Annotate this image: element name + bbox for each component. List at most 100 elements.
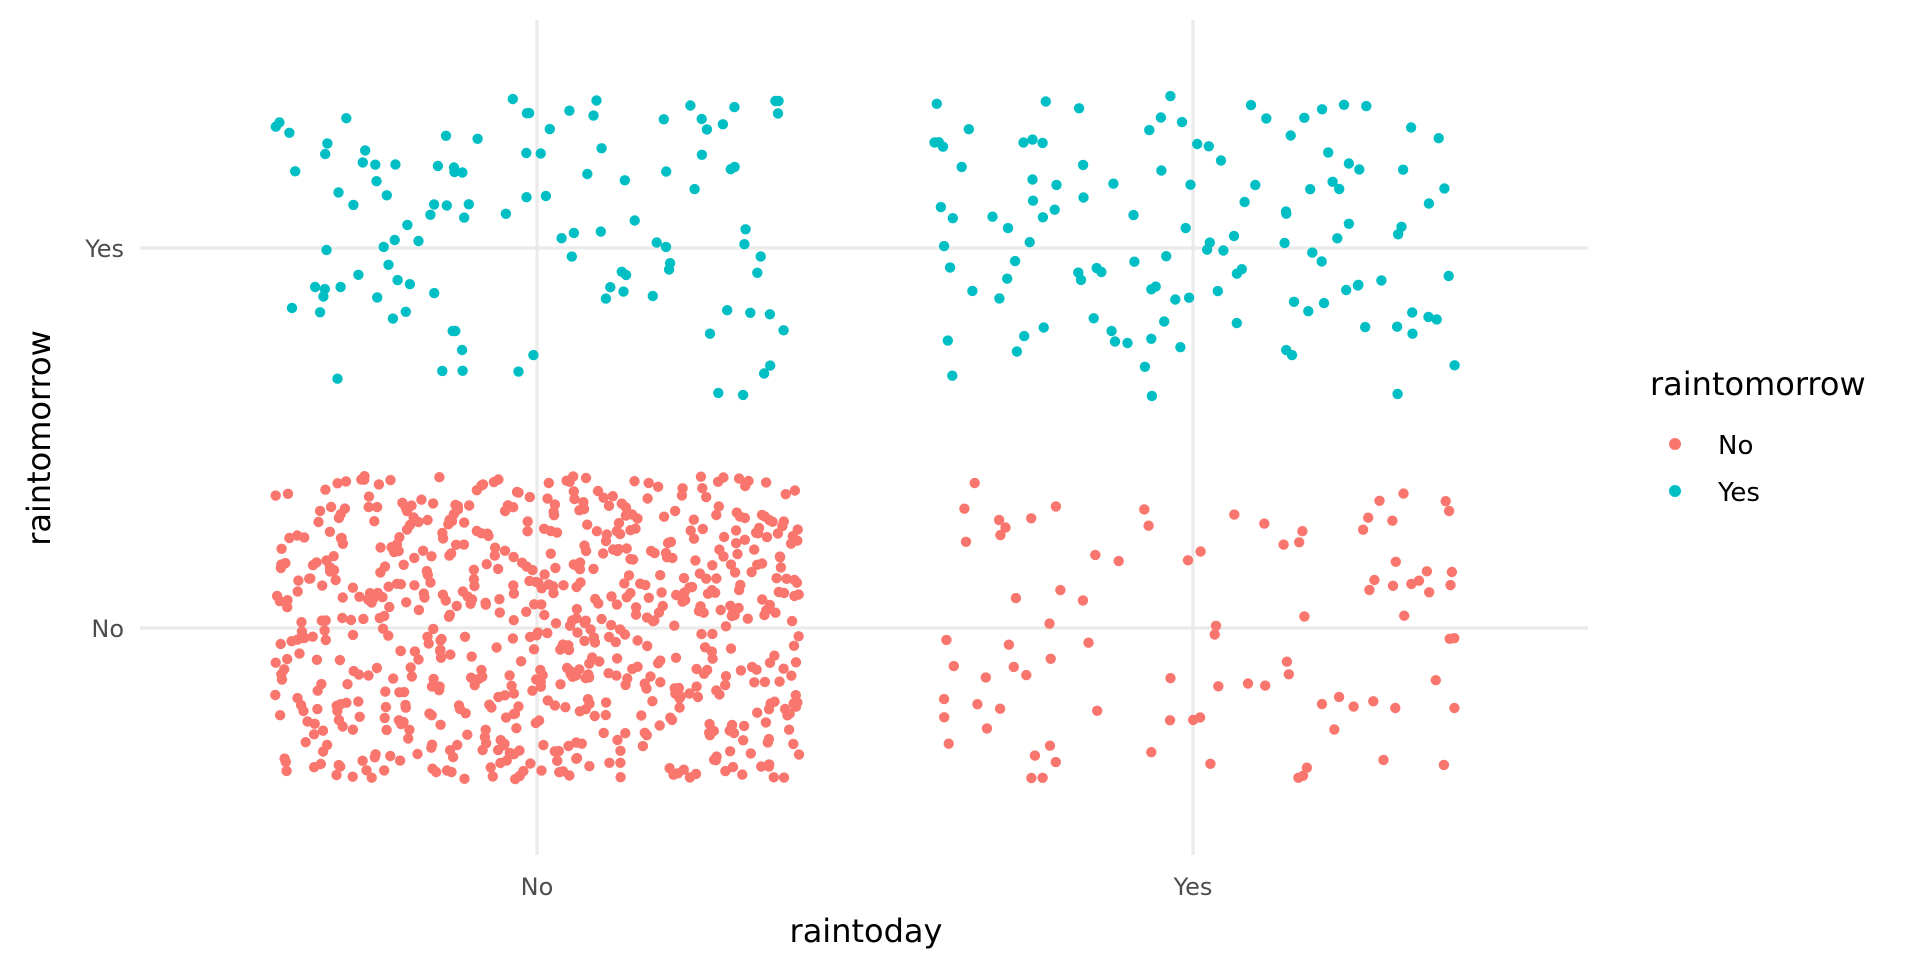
data-point bbox=[409, 580, 420, 591]
data-point bbox=[929, 137, 940, 148]
data-point bbox=[270, 657, 281, 668]
data-point bbox=[585, 624, 596, 635]
data-point bbox=[789, 485, 801, 496]
data-point bbox=[588, 110, 599, 121]
data-point bbox=[542, 695, 553, 706]
data-point bbox=[448, 162, 460, 173]
data-point bbox=[1029, 750, 1041, 761]
data-point bbox=[358, 613, 369, 625]
data-point bbox=[427, 498, 439, 509]
data-point bbox=[944, 262, 956, 273]
data-point bbox=[1229, 509, 1240, 520]
data-point bbox=[696, 628, 707, 640]
data-point bbox=[276, 674, 288, 685]
data-point bbox=[684, 688, 695, 699]
data-point bbox=[409, 552, 420, 564]
data-point bbox=[790, 690, 801, 701]
data-point bbox=[457, 365, 468, 376]
data-point bbox=[606, 619, 617, 631]
data-point bbox=[655, 677, 666, 688]
data-point bbox=[980, 672, 991, 683]
data-point bbox=[426, 551, 437, 562]
data-point bbox=[423, 638, 434, 649]
data-point bbox=[492, 563, 504, 575]
data-point bbox=[465, 598, 476, 609]
data-point bbox=[444, 514, 455, 526]
data-point bbox=[450, 539, 462, 550]
data-point bbox=[1146, 747, 1157, 758]
data-point bbox=[735, 579, 746, 591]
data-point bbox=[380, 686, 391, 697]
data-point bbox=[658, 511, 670, 522]
data-point bbox=[660, 241, 672, 253]
data-point bbox=[749, 544, 760, 555]
data-point bbox=[441, 765, 453, 776]
data-point bbox=[390, 159, 401, 170]
data-point bbox=[783, 724, 795, 735]
data-point bbox=[726, 610, 737, 622]
data-point bbox=[1185, 179, 1196, 190]
data-point bbox=[1329, 724, 1340, 735]
data-point bbox=[312, 703, 323, 715]
data-point bbox=[359, 474, 370, 485]
data-point bbox=[1161, 251, 1172, 262]
data-point bbox=[769, 650, 780, 661]
data-point bbox=[337, 538, 349, 549]
data-point bbox=[360, 145, 371, 156]
data-point bbox=[515, 656, 527, 667]
data-point bbox=[613, 543, 624, 555]
data-point bbox=[600, 709, 611, 721]
data-point bbox=[669, 620, 680, 631]
data-point bbox=[1212, 285, 1224, 297]
data-point bbox=[1228, 230, 1240, 242]
data-point bbox=[1357, 524, 1369, 535]
data-point bbox=[1003, 639, 1015, 650]
data-point bbox=[295, 699, 307, 711]
data-point bbox=[600, 535, 612, 547]
data-point bbox=[995, 529, 1006, 541]
data-point bbox=[994, 703, 1006, 714]
data-point bbox=[614, 624, 626, 635]
data-point bbox=[1363, 512, 1374, 523]
data-point bbox=[1439, 183, 1450, 194]
legend-label-no: No bbox=[1718, 431, 1753, 461]
data-point bbox=[963, 124, 974, 135]
y-tick-label-no: No bbox=[91, 615, 124, 643]
data-point bbox=[1037, 212, 1049, 223]
data-point bbox=[680, 594, 691, 606]
data-point bbox=[459, 517, 470, 528]
data-point bbox=[434, 681, 445, 692]
data-point bbox=[1305, 184, 1316, 195]
data-point bbox=[445, 649, 456, 660]
data-point bbox=[320, 148, 331, 160]
data-point bbox=[707, 560, 718, 571]
data-point bbox=[333, 187, 344, 198]
data-point bbox=[772, 108, 784, 119]
data-point bbox=[548, 510, 560, 521]
y-axis-title: raintomorrow bbox=[20, 330, 58, 546]
data-point bbox=[477, 744, 488, 756]
data-point bbox=[307, 631, 318, 642]
data-point bbox=[615, 745, 626, 756]
data-point bbox=[630, 609, 642, 620]
data-point bbox=[404, 279, 416, 290]
data-point bbox=[714, 689, 725, 700]
data-point bbox=[752, 528, 764, 539]
data-point bbox=[540, 190, 552, 202]
data-point bbox=[542, 493, 553, 504]
data-point bbox=[725, 559, 737, 570]
data-point bbox=[477, 479, 489, 490]
data-point bbox=[1183, 292, 1195, 303]
data-point bbox=[1259, 518, 1270, 529]
data-point bbox=[1368, 696, 1379, 707]
data-point bbox=[276, 543, 287, 554]
data-point bbox=[1250, 179, 1261, 191]
data-point bbox=[383, 630, 394, 641]
data-point bbox=[508, 580, 519, 591]
data-point bbox=[1421, 566, 1433, 577]
data-point bbox=[564, 476, 575, 487]
data-point bbox=[993, 514, 1005, 526]
data-point bbox=[393, 545, 404, 557]
data-point bbox=[775, 562, 787, 573]
data-point bbox=[459, 631, 471, 642]
